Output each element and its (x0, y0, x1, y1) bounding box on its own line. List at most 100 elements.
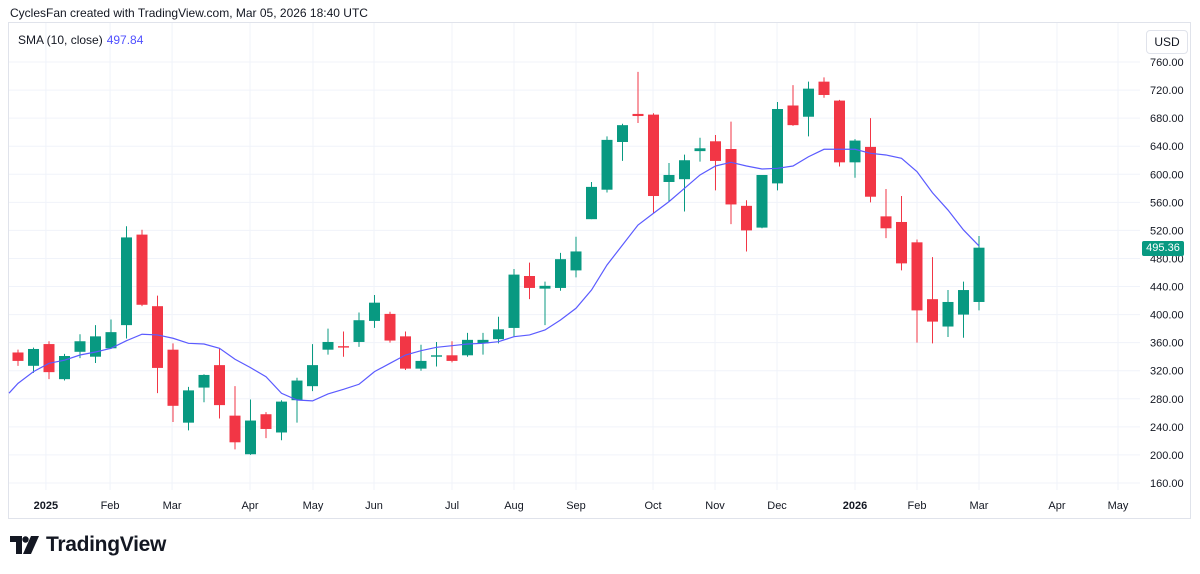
x-tick-label: Feb (101, 500, 120, 512)
last-price-label: 495.36 (1142, 241, 1184, 256)
time-axis[interactable]: 2025 Feb Mar Apr May Jun Jul Aug Sep Oct Nov Dec 202… (34, 500, 1129, 512)
candle-up (679, 154, 690, 212)
candle-down (12, 349, 24, 366)
candle-up (276, 400, 287, 441)
currency-button[interactable]: USD (1146, 30, 1188, 54)
candle-down (911, 239, 923, 343)
x-tick-label: Apr (241, 500, 258, 512)
candle-body (555, 259, 566, 288)
tradingview-logo[interactable]: TradingView (10, 533, 166, 557)
candle-body (524, 276, 535, 288)
candle-down (927, 257, 938, 344)
candle-down (152, 295, 163, 394)
candle-body (245, 420, 256, 455)
candle-down (896, 196, 907, 271)
candle-up (555, 252, 566, 291)
candle-down (725, 121, 737, 225)
y-tick-label: 360.00 (1150, 338, 1184, 350)
y-tick-label: 400.00 (1150, 310, 1184, 322)
candles (12, 71, 985, 455)
chart-attribution: CyclesFan created with TradingView.com, … (10, 6, 368, 20)
candle-up (570, 236, 582, 278)
candle-body (183, 390, 194, 423)
candle-down (229, 386, 241, 450)
candle-up (245, 399, 256, 455)
candle-down (167, 343, 179, 422)
candle-up (369, 294, 380, 328)
y-tick-label: 720.00 (1150, 85, 1184, 97)
candle-body (276, 401, 287, 433)
candle-body (415, 360, 427, 369)
candle-body (958, 290, 969, 315)
candle-body (43, 344, 55, 373)
x-tick-label: 2026 (843, 500, 867, 512)
y-tick-label: 520.00 (1150, 225, 1184, 237)
candle-body (28, 348, 39, 366)
x-tick-label: Nov (705, 500, 725, 512)
y-tick-label: 240.00 (1150, 422, 1184, 434)
candle-up (756, 174, 768, 229)
candle-body (446, 355, 458, 361)
candle-body (431, 355, 442, 357)
candle-up (90, 325, 101, 364)
candle-down (648, 113, 659, 214)
x-tick-label: Apr (1048, 500, 1065, 512)
x-tick-label: Jun (365, 500, 383, 512)
candle-down (384, 311, 396, 343)
x-tick-label: Feb (908, 500, 927, 512)
candle-body (198, 374, 210, 388)
candle-body (12, 352, 24, 361)
candle-down (741, 200, 752, 252)
candle-up (849, 139, 861, 178)
candle-down (214, 348, 225, 419)
y-tick-label: 640.00 (1150, 141, 1184, 153)
candle-body (477, 339, 489, 344)
candle-body (694, 148, 706, 152)
candle-body (896, 221, 907, 264)
candle-down (43, 341, 55, 380)
candle-body (400, 336, 411, 369)
candle-body (632, 113, 644, 117)
candle-body (725, 149, 737, 205)
candle-up (415, 344, 427, 371)
candle-body (756, 174, 768, 228)
y-tick-label: 280.00 (1150, 394, 1184, 406)
candle-body (90, 336, 101, 357)
candle-body (136, 234, 148, 305)
candle-down (834, 99, 845, 167)
y-tick-label: 480.00 (1150, 253, 1184, 265)
y-tick-label: 440.00 (1150, 282, 1184, 294)
candle-body (307, 365, 318, 387)
price-axis[interactable]: 760.00 720.00 680.00 640.00 600.00 560.00 520.… (1150, 57, 1184, 490)
candle-down (818, 77, 830, 98)
candle-body (167, 349, 179, 406)
candle-up (772, 101, 783, 191)
candle-body (818, 81, 830, 95)
indicator-legend[interactable]: SMA (10, close) 497.84 (18, 33, 143, 47)
y-tick-label: 600.00 (1150, 169, 1184, 181)
candle-up (121, 226, 132, 339)
candle-body (601, 139, 613, 190)
y-tick-label: 160.00 (1150, 478, 1184, 490)
candle-body (214, 365, 225, 406)
candle-body (570, 251, 582, 271)
candle-body (462, 339, 473, 356)
candle-down (632, 71, 644, 124)
candle-body (973, 247, 985, 302)
candle-body (663, 174, 675, 182)
y-tick-label: 560.00 (1150, 197, 1184, 209)
candle-down (787, 85, 799, 126)
candle-body (369, 302, 380, 321)
indicator-value: 497.84 (106, 33, 144, 47)
candle-body (322, 341, 334, 350)
candle-body (493, 329, 504, 340)
candle-up (59, 353, 70, 381)
x-tick-label: Oct (644, 500, 661, 512)
candle-body (260, 414, 272, 429)
x-tick-label: May (1108, 500, 1129, 512)
candle-body (849, 140, 861, 163)
candle-up (539, 281, 551, 326)
x-tick-label: 2025 (34, 500, 58, 512)
candle-up (353, 312, 365, 347)
y-tick-label: 760.00 (1150, 57, 1184, 69)
